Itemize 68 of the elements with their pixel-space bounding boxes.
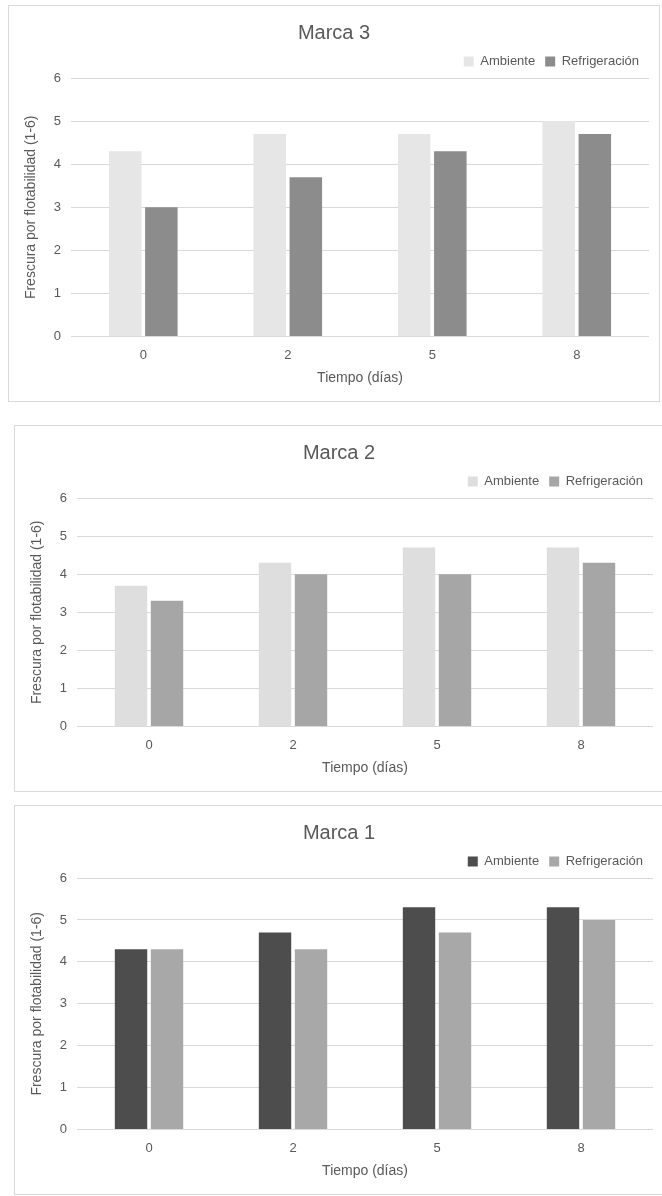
x-tick-label: 5 [433, 736, 441, 752]
bar [114, 949, 148, 1130]
bar [402, 907, 436, 1130]
x-tick-label: 0 [139, 346, 147, 362]
y-tick-label: 5 [53, 112, 62, 128]
legend-label: Ambiente [484, 853, 540, 869]
chart-title: Marca 3 [297, 20, 371, 43]
legend-label: Ambiente [480, 53, 536, 69]
y-tick-label: 0 [53, 328, 62, 344]
x-tick-label: 2 [284, 346, 292, 362]
y-tick-label: 3 [53, 198, 62, 214]
y-tick-label: 2 [59, 1037, 68, 1053]
y-tick-label: 2 [59, 641, 68, 657]
bar [438, 574, 472, 727]
y-tick-label: 3 [59, 603, 68, 619]
bar [108, 151, 142, 337]
y-tick-label: 1 [59, 1079, 68, 1095]
x-tick-label: 0 [145, 736, 153, 752]
bar [542, 121, 575, 337]
y-tick-label: 6 [53, 69, 62, 85]
y-tick-label: 1 [53, 285, 62, 301]
y-axis-title: Frescura por flotabilidad (1-6) [28, 911, 45, 1096]
y-tick-label: 1 [59, 680, 68, 696]
bar [434, 151, 467, 337]
bar [150, 949, 184, 1130]
y-tick-label: 0 [59, 1121, 68, 1137]
bar [582, 919, 616, 1130]
x-tick-label: 2 [289, 736, 297, 752]
x-tick-label: 8 [577, 736, 585, 752]
y-tick-label: 0 [59, 718, 68, 734]
y-tick-label: 5 [59, 527, 68, 543]
y-tick-label: 4 [59, 953, 68, 969]
bar [294, 574, 328, 727]
y-tick-label: 3 [59, 995, 68, 1011]
x-tick-label: 8 [573, 346, 581, 362]
y-tick-label: 5 [59, 911, 68, 927]
bar [582, 562, 616, 727]
bar [546, 907, 580, 1130]
legend-label: Refrigeración [561, 53, 640, 69]
bar [438, 932, 472, 1130]
legend-label: Ambiente [484, 473, 540, 489]
x-axis-title: Tiempo (días) [322, 759, 408, 776]
bar [145, 207, 178, 337]
x-axis-title: Tiempo (días) [317, 369, 403, 386]
chart-title: Marca 2 [302, 440, 376, 463]
legend-label: Refrigeración [565, 473, 644, 489]
y-axis-title: Frescura por flotabilidad (1-6) [28, 520, 45, 705]
x-tick-label: 5 [433, 1139, 441, 1155]
y-tick-label: 6 [59, 869, 68, 885]
bar [397, 134, 431, 337]
y-tick-label: 4 [59, 565, 68, 581]
x-tick-label: 0 [145, 1139, 153, 1155]
x-axis-title: Tiempo (días) [322, 1162, 408, 1179]
bar [253, 134, 286, 337]
legend-label: Refrigeración [565, 853, 644, 869]
y-axis-title: Frescura por flotabilidad (1-6) [22, 115, 39, 300]
x-tick-label: 8 [577, 1139, 585, 1155]
bar [294, 949, 328, 1130]
bar [578, 134, 612, 337]
bar [289, 177, 323, 337]
y-tick-label: 6 [59, 489, 68, 505]
y-tick-label: 2 [53, 241, 62, 257]
y-tick-label: 4 [53, 155, 62, 171]
x-tick-label: 2 [289, 1139, 297, 1155]
chart-title: Marca 1 [302, 820, 376, 843]
x-tick-label: 5 [428, 346, 436, 362]
bar [258, 932, 292, 1130]
bar [150, 600, 184, 727]
